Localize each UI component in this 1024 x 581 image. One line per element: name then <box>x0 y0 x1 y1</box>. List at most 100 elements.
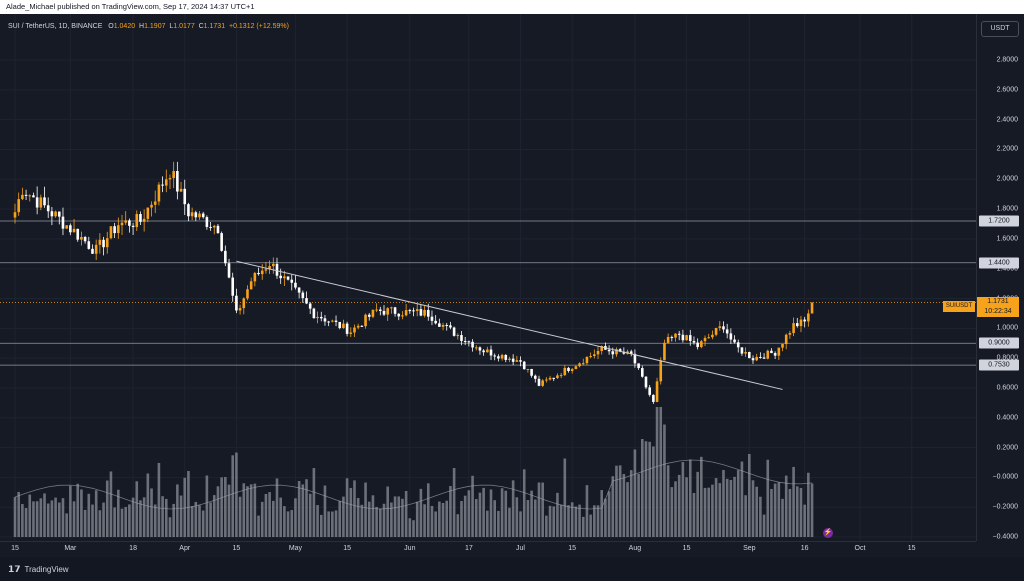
candle-body <box>109 226 113 239</box>
candle-body <box>578 363 581 367</box>
candle-body <box>711 334 714 338</box>
volume-bar <box>736 470 740 537</box>
candle-body <box>17 199 20 213</box>
volume-bar <box>419 488 423 537</box>
volume-bar <box>493 500 496 537</box>
time-axis[interactable]: 15 Mar 18 Apr 15 May 15 Jun 17 Jul 15 Aug 15 Sep 16 Oct… <box>0 541 976 557</box>
volume-bar <box>113 507 116 537</box>
volume-bar <box>412 520 415 537</box>
candle-body <box>209 226 212 228</box>
volume-bar <box>810 483 814 537</box>
volume-bar <box>190 506 194 537</box>
volume-bar <box>364 482 367 537</box>
candle-body <box>161 184 164 186</box>
volume-bar <box>637 473 640 537</box>
candle-body <box>179 188 183 192</box>
candle-body <box>35 197 39 208</box>
volume-bar <box>209 502 212 537</box>
chart-pane[interactable]: SUI / TetherUS, 1D, BINANCE O1.0420 H1.1… <box>0 14 976 541</box>
candle-body <box>563 367 567 376</box>
volume-bar <box>456 514 460 537</box>
candle-body <box>725 329 729 334</box>
candle-body <box>426 309 430 317</box>
candle-body <box>205 217 209 227</box>
candle-body <box>172 171 175 179</box>
volume-bar <box>286 511 290 537</box>
volume-bar <box>452 467 456 537</box>
volume-bar <box>567 505 570 537</box>
volume-bar <box>463 495 467 537</box>
candlestick-chart[interactable] <box>0 14 976 541</box>
volume-bar <box>759 496 762 537</box>
candle-body <box>194 212 198 218</box>
volume-bar <box>685 477 688 537</box>
volume-bar <box>722 470 725 537</box>
price-tick: 2.2000 <box>996 145 1018 153</box>
candle-body <box>581 363 585 365</box>
volume-bar <box>117 489 120 537</box>
volume-bar <box>83 509 87 537</box>
candle-body <box>371 309 375 317</box>
candle-body <box>28 195 32 197</box>
price-axis[interactable]: USDT 2.8000 2.6000 2.4000 2.2000 2.0000 1.800… <box>943 14 1024 541</box>
candle-body <box>135 214 139 228</box>
candle-body <box>463 341 467 343</box>
volume-bar <box>641 438 644 537</box>
candle-body <box>131 225 135 228</box>
tradingview-logo[interactable]: 𝟭𝟳 TradingView <box>8 564 69 575</box>
volume-bar <box>733 476 736 537</box>
candle-body <box>65 225 68 229</box>
volume-bar <box>135 481 139 537</box>
volume-bar <box>279 497 282 537</box>
candle-body <box>401 315 404 317</box>
candle-body <box>733 339 736 343</box>
volume-bar <box>205 475 209 537</box>
candle-body <box>61 216 65 229</box>
candle-body <box>641 368 644 377</box>
volume-bar <box>153 504 157 537</box>
volume-bar <box>227 484 231 537</box>
volume-bar <box>644 441 648 537</box>
volume-bar <box>666 465 670 537</box>
volume-bar <box>762 514 766 537</box>
candle-body <box>43 197 46 206</box>
volume-bar <box>294 498 297 537</box>
candle-body <box>548 377 552 380</box>
publisher-text: Alade_Michael published on TradingView.c… <box>6 2 255 11</box>
candle-body <box>275 263 279 276</box>
candle-body <box>390 307 393 309</box>
time-tick: 15 <box>343 545 351 552</box>
volume-bar <box>537 482 541 537</box>
volume-bar <box>109 471 113 537</box>
candle-body <box>268 266 271 270</box>
candle-body <box>379 309 382 311</box>
candle-body <box>567 367 570 371</box>
low-value: 1.0177 <box>173 23 195 30</box>
candle-body <box>615 349 618 355</box>
candle-body <box>607 349 611 352</box>
volume-bar <box>308 493 312 537</box>
volume-bar <box>290 510 294 537</box>
volume-bar <box>35 501 39 537</box>
volume-bar <box>674 481 677 537</box>
candle-body <box>316 316 319 319</box>
candle-body <box>696 342 699 348</box>
currency-button[interactable]: USDT <box>981 21 1019 37</box>
candle-body <box>375 309 378 311</box>
candle-body <box>452 327 456 336</box>
candle-body <box>153 201 157 205</box>
candle-body <box>795 323 799 327</box>
volume-bar <box>375 506 378 537</box>
volume-bar <box>312 468 316 537</box>
candle-body <box>681 334 685 341</box>
candle-body <box>360 325 364 327</box>
current-price-box: 1.1731 10:22:34 <box>977 296 1019 317</box>
current-symbol: SUIUSDT <box>943 300 975 312</box>
volume-bar <box>552 506 556 537</box>
volume-bar <box>729 479 733 537</box>
candle-body <box>803 319 806 322</box>
candle-body <box>364 314 367 327</box>
lightning-icon[interactable]: ⚡ <box>823 528 833 538</box>
candle-body <box>703 337 707 342</box>
volume-bar <box>386 486 389 537</box>
